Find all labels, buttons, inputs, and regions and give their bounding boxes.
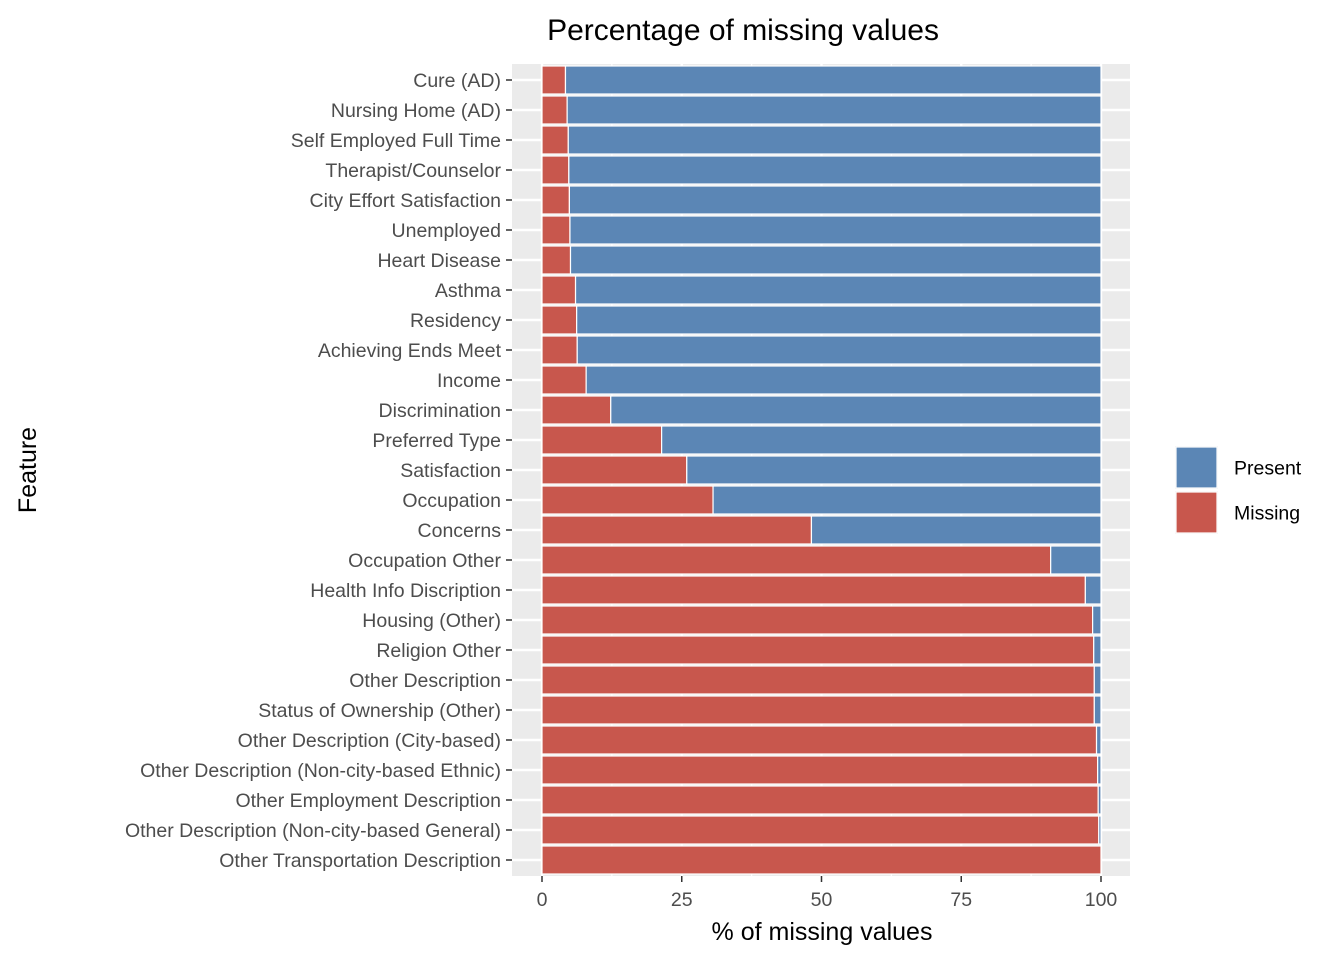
bar-present — [569, 215, 1102, 245]
y-tick-label: Nursing Home (AD) — [331, 100, 501, 122]
bar-present — [1093, 695, 1102, 725]
y-tick-label: Other Description (Non-city-based Genera… — [125, 820, 501, 842]
bar-present — [1092, 605, 1102, 635]
y-tick-label: Residency — [410, 310, 501, 332]
bar-missing — [541, 275, 577, 305]
bar-present — [1097, 785, 1102, 815]
bar-present — [568, 155, 1102, 185]
bar-missing — [541, 845, 1102, 875]
x-tick-label: 100 — [1085, 889, 1118, 911]
bar-present — [1093, 665, 1102, 695]
bar-present — [585, 365, 1102, 395]
bar-missing — [541, 65, 567, 95]
bar-present — [576, 335, 1102, 365]
y-tick-label: Status of Ownership (Other) — [258, 700, 501, 722]
legend-swatch — [1175, 446, 1218, 489]
x-axis: 0 25 50 75 100 — [537, 876, 1118, 911]
bar-present — [1093, 635, 1102, 665]
chart-title: Percentage of missing values — [547, 14, 939, 47]
bar-missing — [541, 245, 572, 275]
bar-missing — [541, 365, 587, 395]
bar-present — [568, 185, 1102, 215]
bar-present — [1097, 755, 1102, 785]
y-tick-label: Health Info Discription — [310, 580, 501, 602]
y-tick-label: Self Employed Full Time — [291, 130, 501, 152]
bar-missing — [541, 485, 714, 515]
y-tick-label: Housing (Other) — [362, 610, 501, 632]
y-tick-label: Therapist/Counselor — [325, 160, 501, 182]
bar-missing — [541, 695, 1095, 725]
legend-label: Missing — [1234, 503, 1300, 525]
bar-missing — [541, 545, 1052, 575]
bar-missing — [541, 785, 1099, 815]
bar-present — [686, 455, 1102, 485]
bar-present — [569, 245, 1102, 275]
bar-missing — [541, 515, 813, 545]
bar-present — [712, 485, 1102, 515]
y-axis-title: Feature — [14, 427, 42, 513]
bar-missing — [541, 605, 1094, 635]
bar-present — [610, 395, 1102, 425]
legend-label: Present — [1234, 458, 1302, 480]
y-tick-label: Occupation Other — [348, 550, 501, 572]
bar-present — [567, 125, 1102, 155]
y-tick-label: Other Transportation Description — [219, 850, 501, 872]
x-tick-label: 25 — [671, 889, 693, 911]
bar-missing — [541, 185, 570, 215]
bar-missing — [541, 725, 1098, 755]
y-tick-label: Other Description — [349, 670, 501, 692]
y-tick-label: Achieving Ends Meet — [318, 340, 502, 362]
bars — [541, 65, 1102, 875]
bar-present — [564, 65, 1102, 95]
bar-present — [661, 425, 1102, 455]
bar-present — [1095, 725, 1102, 755]
bar-missing — [541, 665, 1095, 695]
y-tick-label: Occupation — [402, 490, 501, 512]
bar-missing — [541, 125, 569, 155]
x-axis-title: % of missing values — [712, 918, 933, 946]
bar-missing — [541, 425, 663, 455]
x-tick-label: 75 — [950, 889, 972, 911]
y-tick-label: Other Description (Non-city-based Ethnic… — [140, 760, 501, 782]
bar-missing — [541, 575, 1086, 605]
y-tick-label: Unemployed — [392, 220, 501, 242]
y-tick-label: Discrimination — [379, 400, 501, 422]
bar-present — [810, 515, 1102, 545]
y-tick-label: Other Description (City-based) — [238, 730, 501, 752]
bar-present — [574, 275, 1102, 305]
bar-missing — [541, 635, 1095, 665]
y-tick-label: Cure (AD) — [413, 70, 501, 92]
legend-swatch — [1175, 491, 1218, 534]
y-tick-label: Satisfaction — [400, 460, 501, 482]
legend: Present Missing — [1175, 446, 1302, 534]
bar-missing — [541, 305, 578, 335]
bar-missing — [541, 335, 578, 365]
x-tick-label: 0 — [537, 889, 548, 911]
bar-missing — [541, 395, 612, 425]
y-tick-label: City Effort Satisfaction — [310, 190, 501, 212]
x-tick-label: 50 — [811, 889, 833, 911]
bar-present — [1098, 815, 1102, 845]
y-tick-label: Religion Other — [376, 640, 501, 662]
bar-missing — [541, 215, 571, 245]
bar-missing — [541, 755, 1099, 785]
y-tick-label: Heart Disease — [377, 250, 501, 272]
y-axis: Cure (AD) Nursing Home (AD) Self Employed … — [125, 70, 512, 872]
bar-present — [1050, 545, 1102, 575]
y-tick-label: Asthma — [435, 280, 501, 302]
bar-present — [576, 305, 1102, 335]
y-tick-label: Other Employment Description — [235, 790, 501, 812]
bar-missing — [541, 815, 1100, 845]
y-tick-label: Concerns — [418, 520, 502, 542]
bar-present — [566, 95, 1102, 125]
bar-missing — [541, 95, 568, 125]
y-tick-label: Income — [437, 370, 501, 392]
bar-missing — [541, 455, 688, 485]
y-tick-label: Preferred Type — [372, 430, 501, 452]
bar-present — [1084, 575, 1102, 605]
bar-missing — [541, 155, 570, 185]
